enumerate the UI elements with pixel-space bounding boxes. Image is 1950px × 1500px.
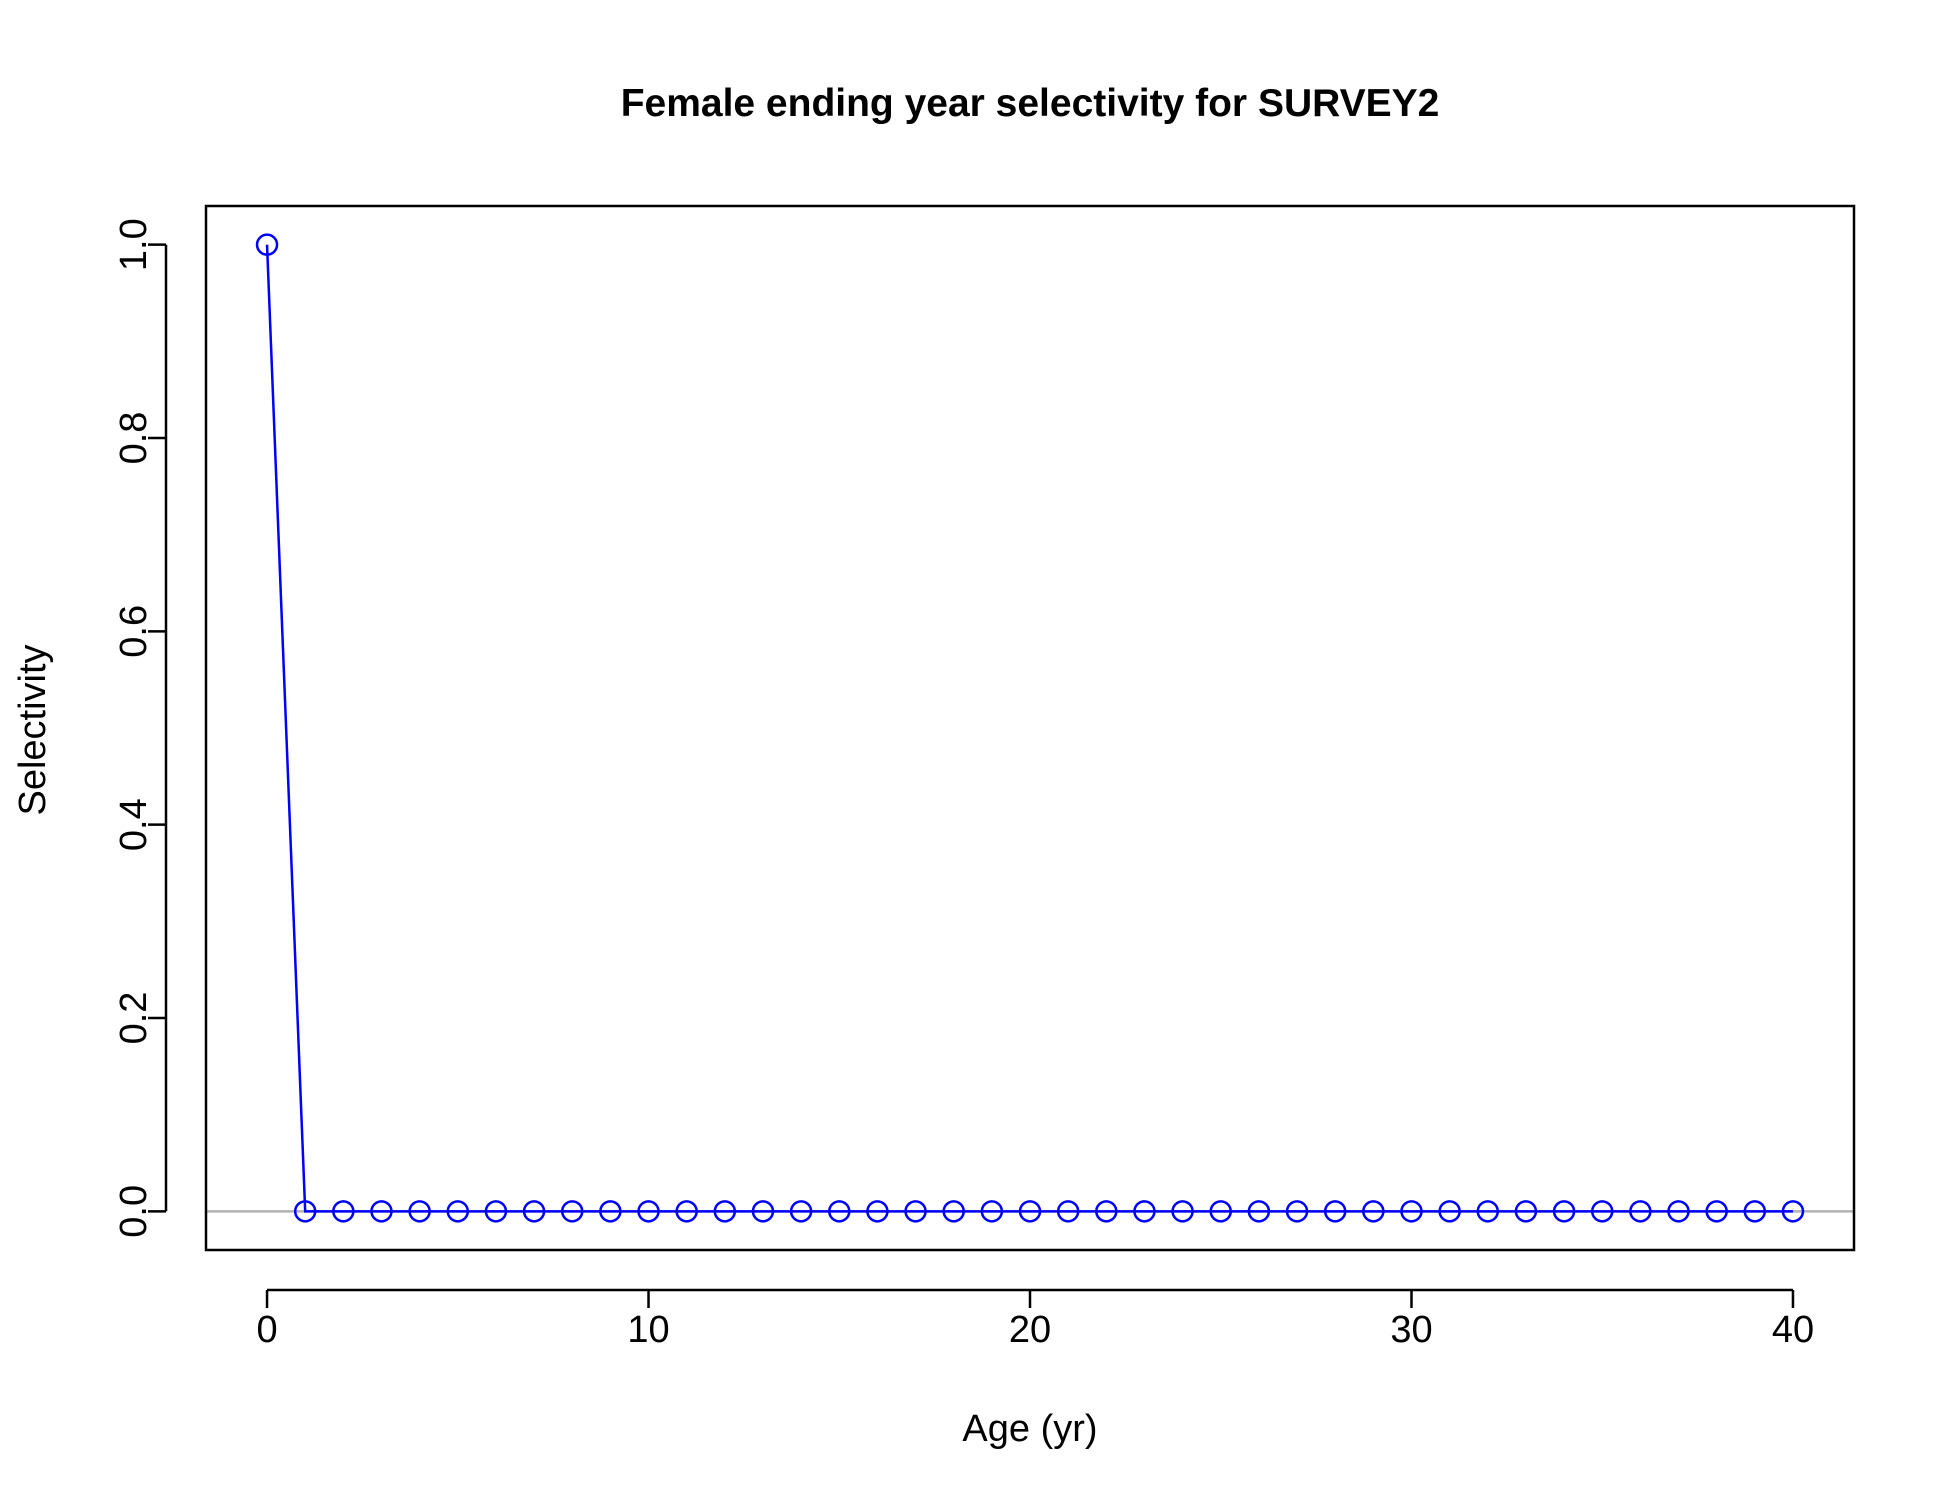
data-point bbox=[599, 1200, 622, 1223]
data-point bbox=[255, 233, 279, 256]
data-point bbox=[1056, 1200, 1080, 1223]
y-tick-label: 0.6 bbox=[113, 605, 155, 658]
data-point bbox=[980, 1200, 1004, 1223]
data-point bbox=[484, 1200, 508, 1223]
x-axis-label: Age (yr) bbox=[962, 1408, 1097, 1450]
data-point bbox=[293, 1200, 317, 1223]
x-tick-label: 20 bbox=[1009, 1309, 1051, 1351]
data-point bbox=[1362, 1200, 1385, 1223]
data-point bbox=[1590, 1200, 1614, 1223]
data-point bbox=[1552, 1200, 1576, 1223]
data-point bbox=[332, 1200, 355, 1223]
data-point bbox=[828, 1200, 851, 1223]
y-tick-label: 0.8 bbox=[113, 412, 155, 465]
data-point bbox=[1095, 1200, 1118, 1223]
data-point bbox=[370, 1200, 393, 1223]
plot-frame bbox=[204, 204, 1856, 1252]
data-point bbox=[1209, 1200, 1232, 1223]
data-point bbox=[942, 1200, 965, 1223]
data-point bbox=[1667, 1200, 1690, 1223]
data-point bbox=[1323, 1200, 1347, 1223]
data-point bbox=[1781, 1200, 1805, 1223]
data-point bbox=[1171, 1200, 1194, 1223]
data-point bbox=[675, 1200, 698, 1223]
data-point bbox=[1705, 1200, 1728, 1223]
chart-title: Female ending year selectivity for SURVE… bbox=[621, 82, 1440, 125]
data-point bbox=[866, 1200, 889, 1223]
x-tick-label: 30 bbox=[1390, 1309, 1432, 1351]
plot-area: 0 10 20 30 40 0.0 0.2 0.4 0.6 0.8 1.0 bbox=[113, 204, 1856, 1351]
data-point bbox=[1743, 1200, 1767, 1223]
data-point bbox=[1476, 1200, 1500, 1223]
y-tick-label: 0.2 bbox=[113, 992, 155, 1045]
x-tick-label: 10 bbox=[627, 1309, 669, 1351]
x-tick-label: 0 bbox=[256, 1309, 277, 1351]
data-point bbox=[1629, 1200, 1652, 1223]
data-point bbox=[1438, 1200, 1461, 1223]
data-point bbox=[1018, 1200, 1042, 1223]
data-point bbox=[408, 1200, 431, 1223]
x-tick-label: 40 bbox=[1772, 1309, 1814, 1351]
data-point bbox=[522, 1200, 546, 1223]
data-point bbox=[1285, 1200, 1309, 1223]
data-point bbox=[1247, 1200, 1271, 1223]
data-point bbox=[713, 1200, 737, 1223]
y-tick-label: 1.0 bbox=[113, 218, 155, 271]
y-axis-label: Selectivity bbox=[12, 644, 54, 815]
data-point bbox=[751, 1200, 775, 1223]
series-line bbox=[265, 244, 1793, 1213]
data-point bbox=[1400, 1200, 1423, 1223]
data-point bbox=[789, 1200, 813, 1223]
y-tick-label: 0.4 bbox=[113, 798, 155, 851]
data-point bbox=[1514, 1200, 1538, 1223]
data-point bbox=[446, 1200, 470, 1223]
data-point bbox=[637, 1200, 660, 1223]
y-tick-label: 0.0 bbox=[113, 1185, 155, 1238]
data-point bbox=[904, 1200, 927, 1223]
data-point bbox=[1133, 1200, 1156, 1223]
data-point bbox=[560, 1200, 584, 1223]
